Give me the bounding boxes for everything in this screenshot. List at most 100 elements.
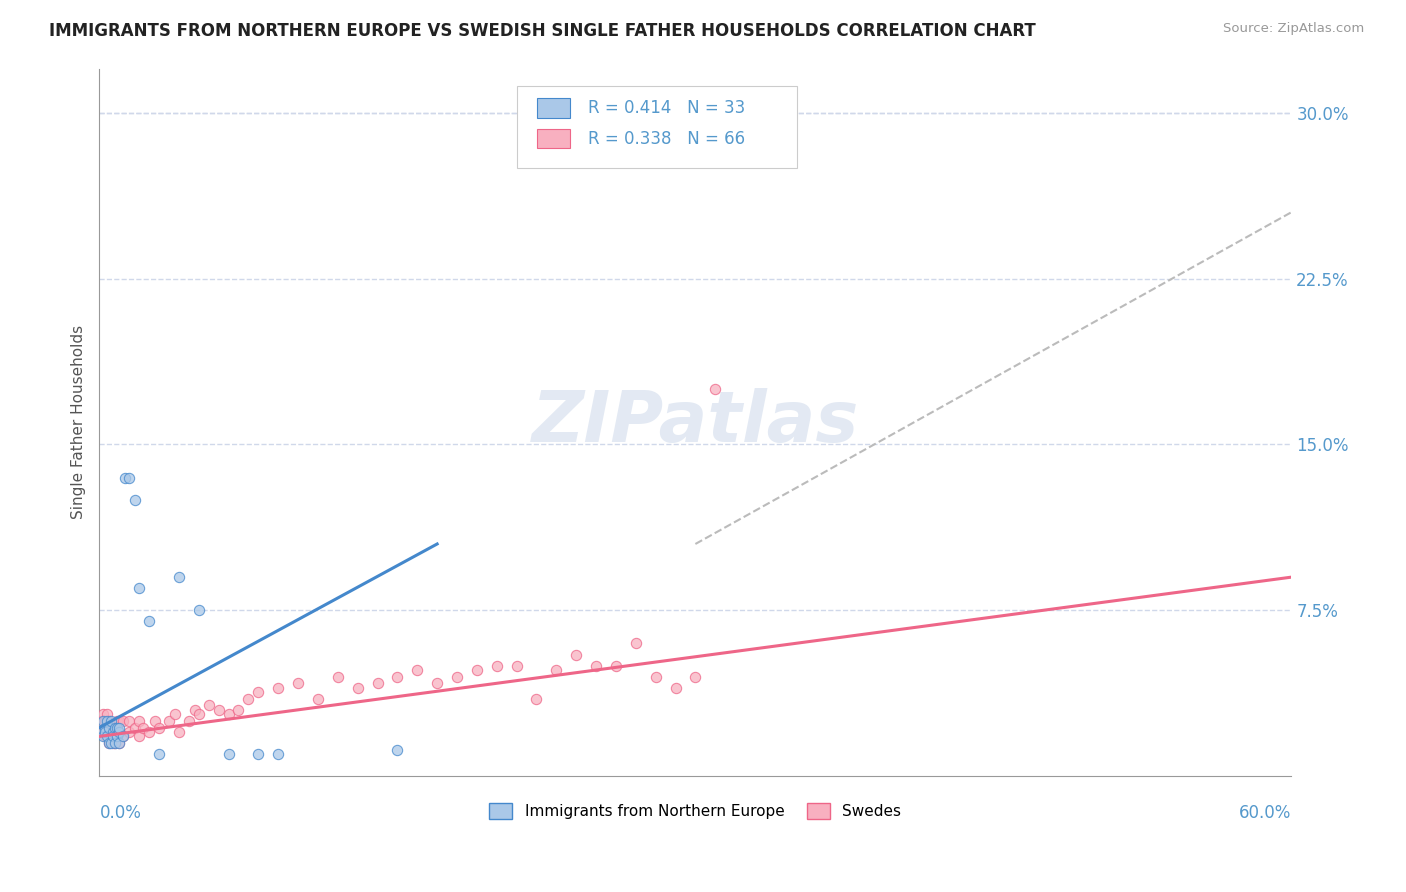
Text: Source: ZipAtlas.com: Source: ZipAtlas.com	[1223, 22, 1364, 36]
Point	[94, 714, 117, 728]
Point	[387, 670, 409, 684]
Y-axis label: Single Father Households: Single Father Households	[72, 326, 86, 519]
Point	[118, 725, 141, 739]
FancyBboxPatch shape	[537, 128, 571, 148]
Point	[108, 736, 131, 750]
Point	[526, 691, 548, 706]
Point	[465, 663, 488, 677]
Point	[124, 721, 146, 735]
Point	[105, 730, 128, 744]
Legend: Immigrants from Northern Europe, Swedes: Immigrants from Northern Europe, Swedes	[484, 797, 907, 825]
Point	[148, 721, 170, 735]
Point	[112, 714, 135, 728]
Point	[90, 714, 112, 728]
Point	[685, 670, 707, 684]
Text: 60.0%: 60.0%	[1239, 805, 1291, 822]
Point	[167, 725, 190, 739]
Point	[100, 730, 122, 744]
Point	[93, 725, 115, 739]
Point	[98, 714, 121, 728]
Point	[114, 470, 136, 484]
Point	[218, 707, 240, 722]
Point	[267, 747, 290, 761]
Point	[103, 721, 125, 735]
Point	[103, 736, 125, 750]
Point	[446, 670, 468, 684]
Point	[94, 730, 117, 744]
Point	[96, 730, 118, 744]
Point	[247, 747, 270, 761]
Point	[96, 725, 118, 739]
FancyBboxPatch shape	[537, 98, 571, 118]
Point	[105, 714, 128, 728]
Point	[96, 714, 118, 728]
Point	[98, 736, 121, 750]
Point	[105, 721, 128, 735]
Point	[104, 736, 127, 750]
Point	[138, 725, 160, 739]
Point	[93, 730, 115, 744]
Point	[132, 721, 155, 735]
Point	[704, 382, 727, 396]
Point	[108, 725, 131, 739]
Point	[664, 681, 686, 695]
Point	[93, 714, 115, 728]
Point	[644, 670, 666, 684]
Point	[128, 730, 150, 744]
Point	[112, 730, 135, 744]
Point	[218, 747, 240, 761]
Point	[124, 492, 146, 507]
Point	[108, 714, 131, 728]
Point	[104, 721, 127, 735]
Point	[100, 736, 122, 750]
Point	[228, 703, 250, 717]
Text: ZIPatlas: ZIPatlas	[531, 388, 859, 457]
Text: 0.0%: 0.0%	[100, 805, 142, 822]
Point	[167, 570, 190, 584]
Point	[267, 681, 290, 695]
Point	[96, 707, 118, 722]
Point	[157, 714, 180, 728]
Point	[128, 714, 150, 728]
Point	[163, 707, 186, 722]
Point	[177, 714, 200, 728]
Point	[103, 725, 125, 739]
Point	[108, 721, 131, 735]
Text: R = 0.414   N = 33: R = 0.414 N = 33	[588, 99, 745, 117]
Point	[367, 676, 389, 690]
Point	[138, 615, 160, 629]
Point	[605, 658, 627, 673]
Point	[90, 725, 112, 739]
Point	[104, 736, 127, 750]
Point	[103, 730, 125, 744]
Point	[98, 721, 121, 735]
Text: R = 0.338   N = 66: R = 0.338 N = 66	[588, 129, 745, 147]
Point	[108, 736, 131, 750]
Point	[287, 676, 309, 690]
Point	[624, 636, 647, 650]
Point	[326, 670, 349, 684]
Point	[104, 721, 127, 735]
Point	[112, 730, 135, 744]
Point	[346, 681, 368, 695]
Point	[118, 470, 141, 484]
Point	[90, 725, 112, 739]
Point	[585, 658, 607, 673]
Point	[187, 707, 209, 722]
Point	[98, 736, 121, 750]
Point	[426, 676, 449, 690]
Point	[565, 648, 588, 662]
Point	[118, 714, 141, 728]
Point	[93, 707, 115, 722]
Point	[546, 663, 568, 677]
Point	[128, 581, 150, 595]
Point	[247, 685, 270, 699]
Point	[184, 703, 207, 717]
Point	[485, 658, 508, 673]
Point	[238, 691, 260, 706]
Text: IMMIGRANTS FROM NORTHERN EUROPE VS SWEDISH SINGLE FATHER HOUSEHOLDS CORRELATION : IMMIGRANTS FROM NORTHERN EUROPE VS SWEDI…	[49, 22, 1036, 40]
Point	[94, 725, 117, 739]
Point	[94, 721, 117, 735]
Point	[505, 658, 527, 673]
Point	[197, 698, 219, 713]
